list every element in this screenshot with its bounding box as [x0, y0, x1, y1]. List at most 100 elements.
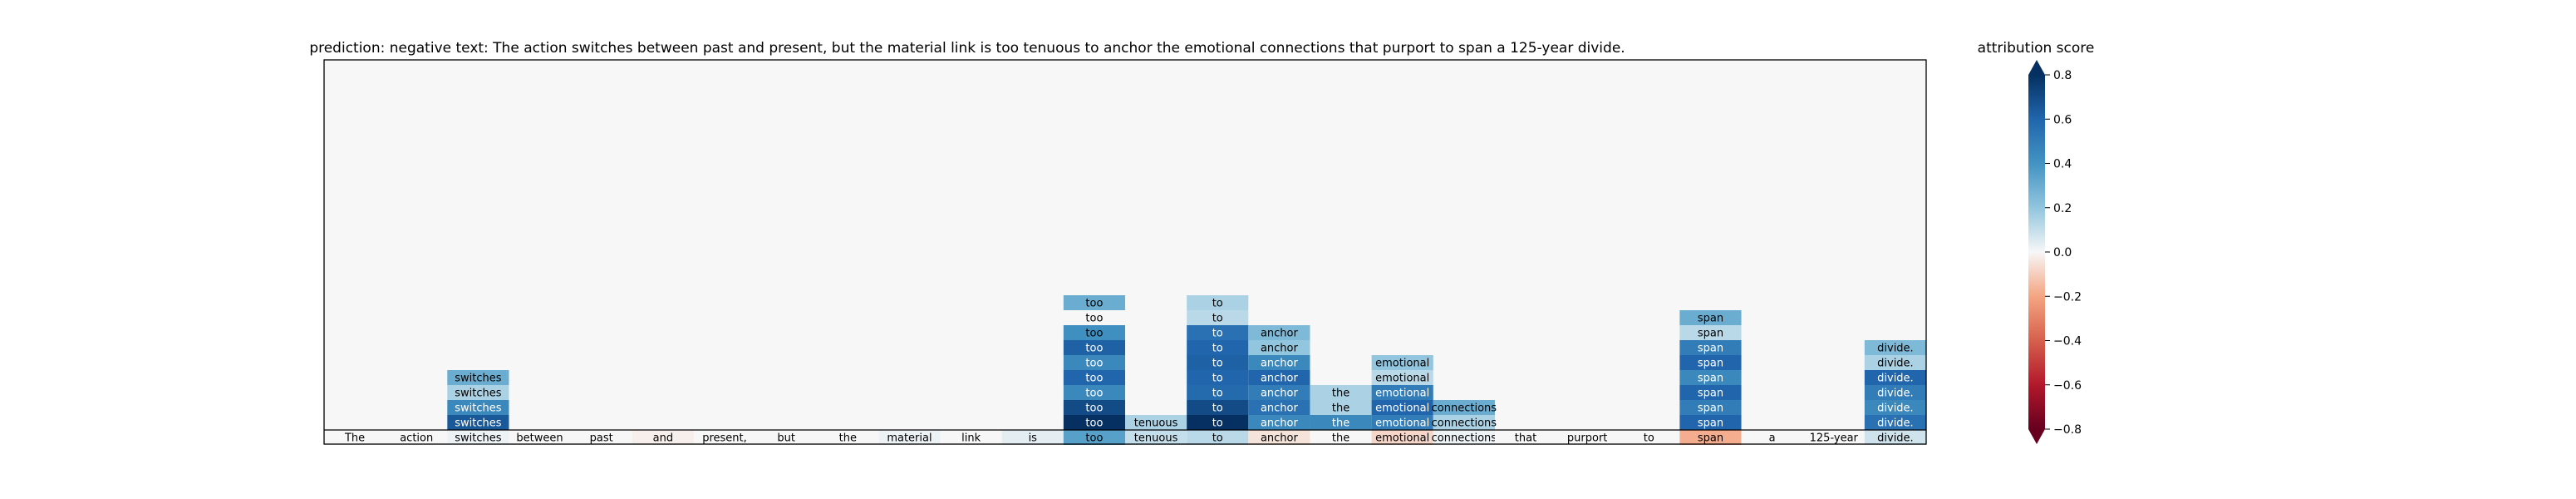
colorbar-tick-label: 0.6 [2053, 113, 2072, 126]
attribution-cell-label: divide. [1877, 358, 1914, 370]
attribution-cell [1679, 340, 1742, 355]
attribution-cell [447, 370, 509, 385]
base-token-cell-label: too [1085, 432, 1103, 445]
attribution-cell-label: divide. [1877, 388, 1914, 400]
base-token-cell-label: purport [1567, 432, 1607, 445]
attribution-cell-label: to [1212, 328, 1223, 340]
base-token-cell-label: the [1332, 432, 1349, 445]
attribution-cell [1125, 415, 1187, 430]
base-token-cell-label: to [1644, 432, 1654, 445]
attribution-cell-label: span [1698, 388, 1723, 400]
attribution-cell [1248, 355, 1310, 370]
base-token-cell-label: material [887, 432, 932, 445]
attribution-cell-label: emotional [1375, 358, 1429, 370]
attribution-cell [1371, 370, 1433, 385]
attribution-cell-label: switches [455, 417, 501, 430]
attribution-cell [1063, 370, 1125, 385]
attribution-cell-label: the [1332, 417, 1349, 430]
colorbar-tick-label: −0.8 [2053, 423, 2082, 437]
base-token-cell [570, 430, 632, 445]
attribution-cell [1248, 370, 1310, 385]
attribution-cell-label: anchor [1261, 403, 1299, 415]
attribution-cell [1679, 415, 1742, 430]
base-token-cell [1125, 430, 1187, 445]
colorbar-ticks: 0.8 0.6 0.4 0.2 0.0 −0.2 −0.4 −0.6 −0.8 [2045, 69, 2082, 437]
attribution-cell-label: anchor [1261, 373, 1299, 385]
colorbar-extend-top [2028, 60, 2045, 75]
base-token-cell [447, 430, 509, 445]
attribution-cell [1679, 355, 1742, 370]
base-token-cell-label: link [961, 432, 981, 445]
colorbar-tick-label: 0.2 [2053, 202, 2072, 215]
attribution-cell-label: switches [455, 373, 501, 385]
attribution-cell-label: to [1212, 373, 1223, 385]
attribution-cell [1864, 340, 1926, 355]
base-token-cell-label: to [1212, 432, 1223, 445]
attribution-cell-label: span [1698, 373, 1723, 385]
colorbar [2028, 75, 2045, 429]
base-token-cell-label: connections [1432, 432, 1497, 445]
attribution-cell-label: anchor [1261, 358, 1299, 370]
attribution-cell [447, 415, 509, 430]
attribution-cell [1063, 355, 1125, 370]
attribution-cell [1679, 370, 1742, 385]
attribution-cell-label: connections [1432, 403, 1497, 415]
attribution-cell-label: emotional [1375, 388, 1429, 400]
colorbar-extend-bottom [2028, 429, 2045, 444]
attribution-cell-label: anchor [1261, 343, 1299, 355]
base-token-cell-label: is [1029, 432, 1038, 445]
attribution-cell-label: span [1698, 313, 1723, 325]
attribution-cell-label: too [1085, 373, 1103, 385]
colorbar-title: attribution score [1978, 40, 2095, 57]
base-token-cell-label: past [590, 432, 613, 445]
attribution-cell-label: to [1212, 403, 1223, 415]
attribution-cell-label: the [1332, 388, 1349, 400]
attribution-cell [1248, 415, 1310, 430]
attribution-cell [1679, 385, 1742, 400]
base-token-cell [1618, 430, 1680, 445]
attribution-cell-label: too [1085, 298, 1103, 310]
colorbar-tick-label: −0.2 [2053, 290, 2082, 304]
attribution-cell [1187, 370, 1249, 385]
attribution-cell [1187, 295, 1249, 310]
base-token-cell [632, 430, 694, 445]
attribution-cell-label: span [1698, 403, 1723, 415]
attribution-cell [1063, 310, 1125, 325]
base-token-cell-label: a [1769, 432, 1776, 445]
attribution-cell [1310, 415, 1372, 430]
base-token-cell-label: present, [702, 432, 747, 445]
attribution-cell [1063, 340, 1125, 355]
attribution-cell-label: span [1698, 358, 1723, 370]
attribution-cell-label: divide. [1877, 343, 1914, 355]
attribution-cell-label: emotional [1375, 417, 1429, 430]
attribution-cell [1679, 400, 1742, 415]
attribution-cell [1864, 400, 1926, 415]
attribution-cell [1310, 385, 1372, 400]
colorbar-tick-label: 0.0 [2053, 246, 2072, 259]
base-token-cell-label: the [839, 432, 857, 445]
attribution-cell-label: switches [455, 388, 501, 400]
attribution-cell [1433, 415, 1495, 430]
attribution-cell [1679, 325, 1742, 340]
attribution-cell [1248, 385, 1310, 400]
attribution-cell-label: switches [455, 403, 501, 415]
base-token-cell-label: The [344, 432, 365, 445]
attribution-cell [1864, 415, 1926, 430]
attribution-cell [1187, 400, 1249, 415]
base-token-cell [1310, 430, 1372, 445]
heatmap-cells: The action switches between past and present, b… [324, 295, 1926, 445]
attribution-cell [1371, 415, 1433, 430]
base-token-cell [817, 430, 879, 445]
attribution-cell [1187, 325, 1249, 340]
base-token-cell [1063, 430, 1125, 445]
base-token-cell [509, 430, 571, 445]
attribution-cell [1433, 400, 1495, 415]
base-token-cell-label: that [1515, 432, 1536, 445]
base-token-cell [755, 430, 818, 445]
chart-title: prediction: negative text: The action sw… [309, 40, 1625, 57]
base-token-cell-label: tenuous [1134, 432, 1178, 445]
base-token-cell-label: action [400, 432, 433, 445]
attribution-cell-label: anchor [1261, 417, 1299, 430]
base-token-cell [878, 430, 941, 445]
base-token-cell-label: between [516, 432, 563, 445]
